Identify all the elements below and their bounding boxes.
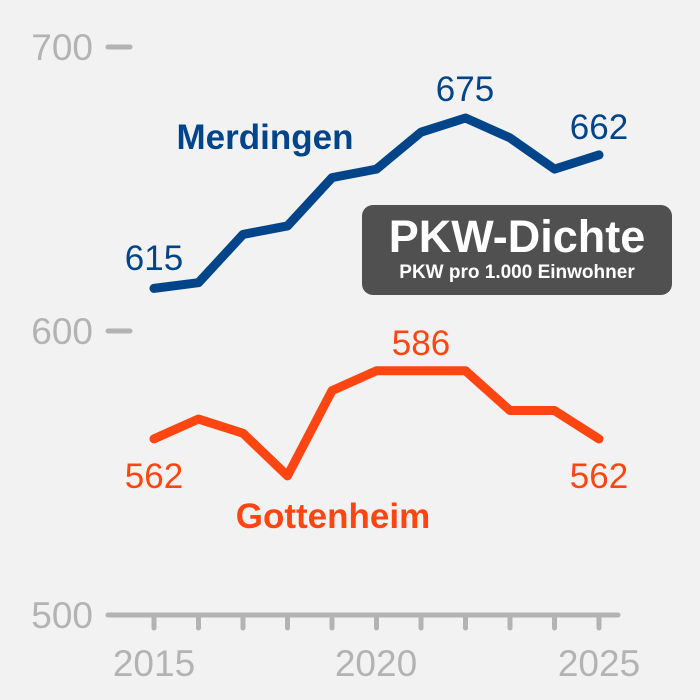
chart-subtitle: PKW pro 1.000 Einwohner xyxy=(399,262,635,283)
x-tick-label-2025: 2025 xyxy=(558,643,640,684)
gottenheim-labels: Gottenheim 562 586 562 xyxy=(125,324,628,536)
y-tick-label-600: 600 xyxy=(31,311,93,352)
x-tick-label-2015: 2015 xyxy=(113,643,195,684)
gottenheim-line xyxy=(149,366,604,481)
y-axis: 700 600 500 xyxy=(31,27,133,636)
merdingen-value-2015: 615 xyxy=(125,239,183,278)
merdingen-value-2022: 675 xyxy=(436,70,494,109)
chart-title: PKW-Dichte xyxy=(389,211,646,262)
x-tick-label-2020: 2020 xyxy=(335,643,417,684)
gottenheim-value-2015: 562 xyxy=(125,457,183,496)
y-tick-label-700: 700 xyxy=(31,27,93,68)
gottenheim-value-2021: 586 xyxy=(392,324,450,363)
merdingen-series-label: Merdingen xyxy=(177,118,354,157)
merdingen-value-2025: 662 xyxy=(570,108,628,147)
gottenheim-series-label: Gottenheim xyxy=(236,497,430,536)
chart-title-box: PKW-Dichte PKW pro 1.000 Einwohner xyxy=(362,205,672,295)
merdingen-labels: Merdingen 615 675 662 xyxy=(125,70,628,278)
x-ticks xyxy=(151,612,602,631)
title-box-background xyxy=(362,205,672,295)
merdingen-line xyxy=(149,113,604,293)
x-axis: 2015 2020 2025 xyxy=(105,612,640,684)
gottenheim-value-2025: 562 xyxy=(570,457,628,496)
y-tick-label-500: 500 xyxy=(31,595,93,636)
